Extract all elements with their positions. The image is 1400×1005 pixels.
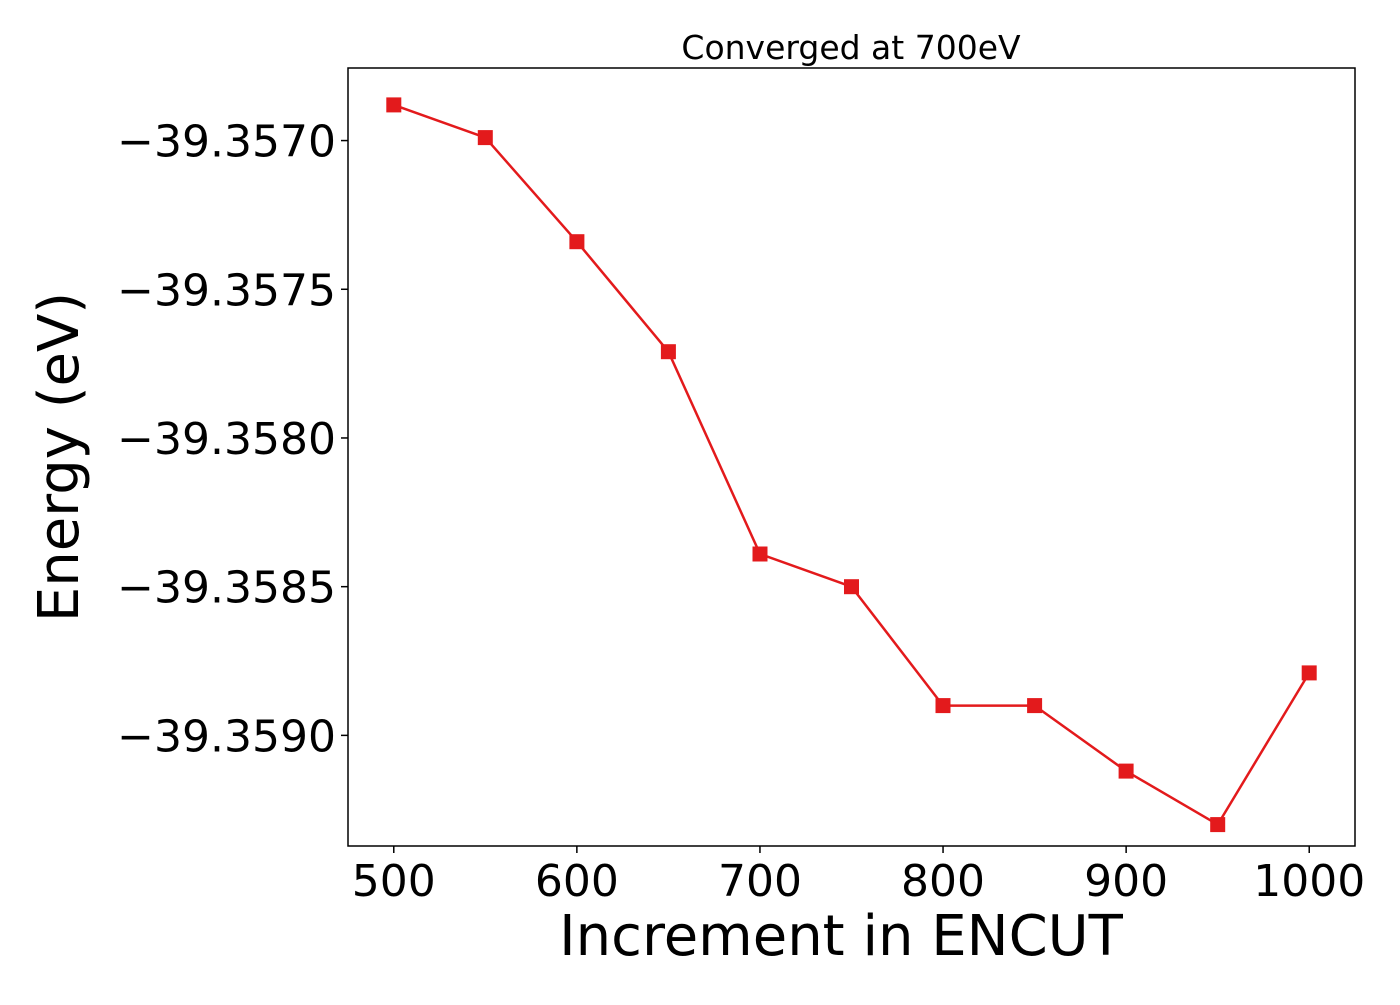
data-point-marker — [569, 234, 585, 250]
x-tick-label: 900 — [1084, 856, 1168, 907]
data-point-marker — [477, 130, 493, 146]
data-point-marker — [1118, 763, 1134, 779]
x-tick-label: 1000 — [1253, 856, 1365, 907]
y-axis: −39.3570 −39.3575 −39.3580 −39.3585 −39.3590 — [117, 117, 348, 762]
x-tick-label: 700 — [718, 856, 802, 907]
y-tick-label: −39.3590 — [117, 711, 336, 762]
data-point-marker — [1210, 817, 1226, 833]
y-tick-label: −39.3575 — [117, 265, 336, 316]
y-axis-label: Energy (eV) — [27, 292, 92, 622]
data-point-marker — [844, 579, 859, 595]
data-point-marker — [386, 97, 402, 113]
x-tick-label: 600 — [535, 856, 619, 907]
series-line — [393, 103, 1311, 826]
data-point-marker — [1301, 665, 1317, 681]
data-point-marker — [660, 344, 676, 360]
chart-title: Converged at 700eV — [681, 28, 1021, 67]
x-tick-label: 800 — [901, 856, 985, 907]
x-axis: 500 600 700 800 900 1000 — [352, 846, 1365, 907]
y-tick-label: −39.3570 — [117, 117, 336, 168]
y-tick-label: −39.3580 — [117, 414, 336, 465]
data-point-marker — [1027, 698, 1043, 714]
series-layer — [386, 97, 1317, 833]
data-point-marker — [935, 698, 951, 714]
data-point-marker — [752, 546, 768, 562]
x-tick-label: 500 — [352, 856, 436, 907]
y-tick-label: −39.3585 — [117, 563, 336, 614]
plot-frame — [347, 67, 1356, 847]
plot-area — [347, 67, 1356, 847]
x-axis-label: Increment in ENCUT — [559, 904, 1124, 969]
